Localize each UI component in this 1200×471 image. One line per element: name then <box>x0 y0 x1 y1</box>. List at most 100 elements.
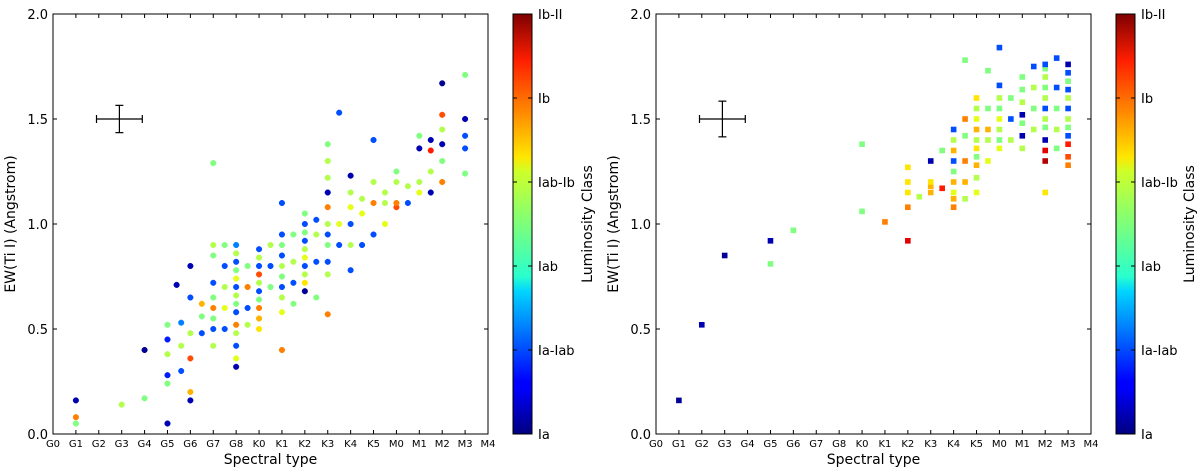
data-point <box>973 105 980 112</box>
data-point <box>1065 70 1071 76</box>
data-point <box>767 261 774 267</box>
data-point <box>996 145 1003 152</box>
x-tick-label: G7 <box>206 439 220 450</box>
data-point <box>393 168 400 175</box>
data-point <box>767 238 774 244</box>
data-point <box>256 262 263 270</box>
data-point <box>950 158 957 164</box>
data-point <box>916 193 923 200</box>
data-point <box>290 279 297 286</box>
data-point <box>301 237 308 244</box>
data-point <box>427 147 434 154</box>
x-axis-label: Spectral type <box>224 452 318 468</box>
data-point <box>233 292 240 299</box>
data-point <box>210 252 217 259</box>
data-point <box>962 116 968 122</box>
data-point <box>301 229 308 236</box>
data-point <box>439 111 446 118</box>
data-point <box>313 258 320 265</box>
data-point <box>962 196 968 202</box>
data-point <box>1019 99 1026 105</box>
data-point <box>324 311 331 318</box>
data-point <box>1053 126 1060 133</box>
x-tick-label: G4 <box>741 439 755 450</box>
data-point <box>939 147 945 154</box>
data-point <box>290 231 297 238</box>
x-tick-label: G7 <box>809 439 823 450</box>
data-point <box>381 199 389 207</box>
colorbar-tick-label: Ib <box>538 92 550 107</box>
data-point <box>233 309 240 316</box>
colorbar-tick-label: Ia <box>538 428 550 443</box>
data-point <box>313 294 320 301</box>
data-point <box>359 210 366 217</box>
data-point <box>973 145 980 152</box>
data-point <box>939 185 945 192</box>
data-point <box>1030 63 1037 70</box>
data-point <box>72 397 79 404</box>
data-point <box>256 246 263 253</box>
data-point <box>278 294 285 301</box>
data-point <box>1065 61 1071 68</box>
data-point <box>256 315 263 322</box>
x-tick-label: G8 <box>229 439 243 450</box>
data-point <box>1065 133 1071 139</box>
data-point <box>221 283 228 291</box>
data-point <box>347 241 354 249</box>
data-point <box>996 44 1003 51</box>
x-tick-label: K5 <box>970 439 983 450</box>
data-point <box>324 189 331 196</box>
data-point <box>1065 124 1071 131</box>
data-point <box>905 179 911 185</box>
data-point <box>996 82 1003 89</box>
data-point <box>256 279 263 286</box>
data-point <box>324 220 331 228</box>
data-point <box>210 304 217 312</box>
data-point <box>233 241 240 249</box>
data-point <box>244 283 251 291</box>
data-point <box>927 183 934 189</box>
data-point <box>698 322 705 328</box>
data-point <box>290 300 297 307</box>
colorbar-gradient <box>512 13 533 435</box>
data-point <box>859 141 865 147</box>
y-axis-label: EW(Ti I) (Angstrom) <box>3 155 19 292</box>
data-point <box>462 115 469 123</box>
data-point <box>393 178 400 186</box>
data-point <box>1065 78 1071 84</box>
data-point <box>1065 162 1071 168</box>
data-point <box>267 262 274 270</box>
x-tick-label: K2 <box>901 439 914 450</box>
data-point <box>416 132 423 139</box>
data-point <box>1053 84 1060 91</box>
data-point <box>324 271 331 278</box>
colorbar-tick-label: Ib-II <box>1141 8 1165 23</box>
data-point <box>72 414 79 421</box>
data-point <box>336 220 343 228</box>
x-tick-label: M2 <box>1038 439 1053 450</box>
data-point <box>198 313 205 320</box>
x-tick-label: K0 <box>253 439 266 450</box>
data-point <box>347 189 354 196</box>
data-point <box>301 271 308 278</box>
data-point <box>462 132 469 139</box>
data-point <box>324 141 331 148</box>
colorbar-tick-label: Iab-Ib <box>1141 176 1178 191</box>
x-tick-label: K5 <box>367 439 380 450</box>
y-tick-label: 1.0 <box>630 218 651 233</box>
data-point <box>416 178 423 186</box>
chart-panel-1: 0.0 0.5 1.0 1.5 2.0 G0 G1 G2 G3 G4 G5 G6 G7 G8 K0 K1 K2 K… <box>3 8 596 468</box>
data-point <box>962 57 968 63</box>
data-point <box>233 355 240 362</box>
data-point <box>187 397 194 404</box>
data-point <box>244 262 251 270</box>
data-point <box>370 136 377 144</box>
colorbar-label: Luminosity Class <box>580 165 596 283</box>
data-point <box>1008 116 1014 122</box>
data-point <box>1019 86 1026 93</box>
data-point <box>859 208 865 215</box>
data-point <box>462 71 469 78</box>
data-point <box>324 204 331 211</box>
data-point <box>381 220 389 228</box>
data-point <box>416 189 423 196</box>
